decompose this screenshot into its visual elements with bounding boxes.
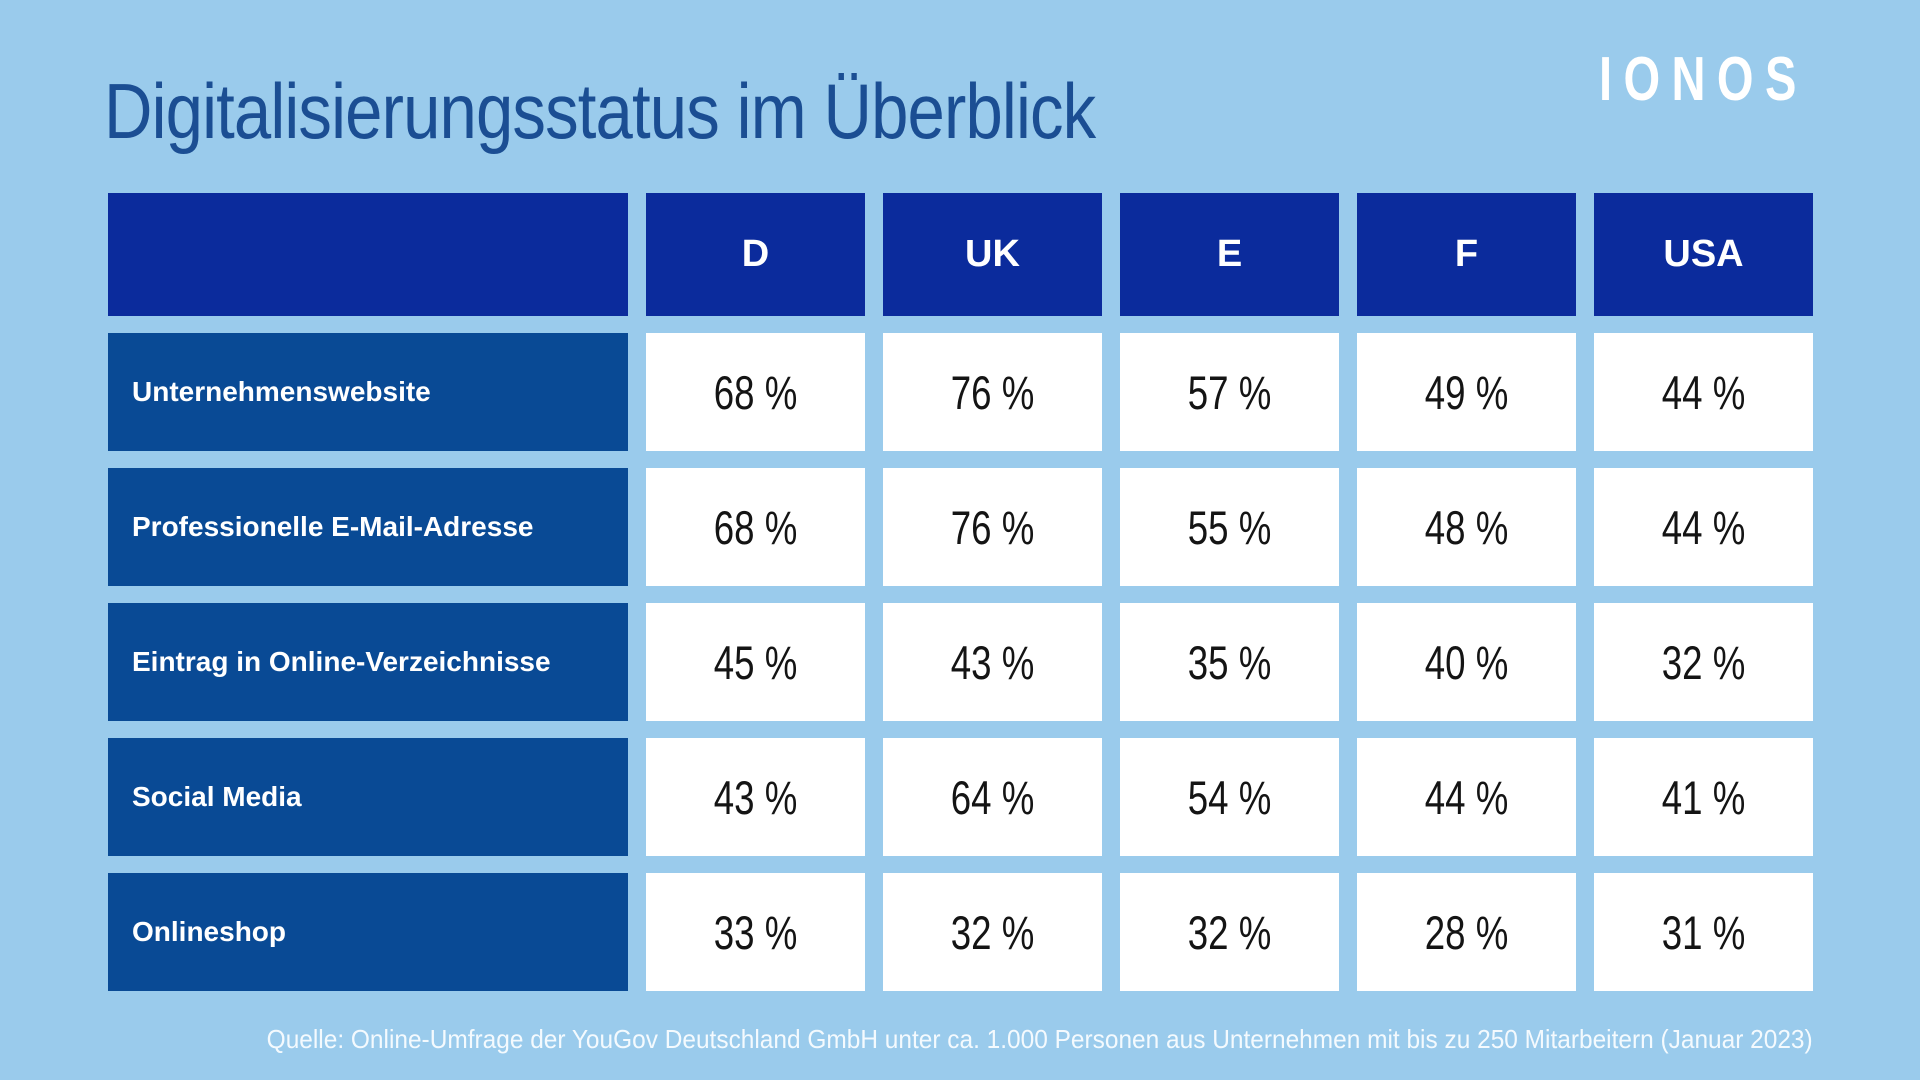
value-text: 68 %: [713, 500, 798, 554]
value-cell: 44 %: [1594, 468, 1813, 586]
value-cell: 43 %: [883, 603, 1102, 721]
value-cell: 32 %: [1120, 873, 1339, 991]
value-text: 49 %: [1424, 365, 1509, 419]
column-header-e: E: [1120, 193, 1339, 316]
value-cell: 49 %: [1357, 333, 1576, 451]
value-cell: 54 %: [1120, 738, 1339, 856]
value-text: 32 %: [950, 905, 1035, 959]
value-cell: 31 %: [1594, 873, 1813, 991]
value-text: 33 %: [713, 905, 798, 959]
value-text: 44 %: [1424, 770, 1509, 824]
value-text: 44 %: [1661, 500, 1746, 554]
value-text: 32 %: [1661, 635, 1746, 689]
value-text: 28 %: [1424, 905, 1509, 959]
value-cell: 64 %: [883, 738, 1102, 856]
value-text: 76 %: [950, 365, 1035, 419]
value-text: 35 %: [1187, 635, 1272, 689]
value-cell: 68 %: [646, 333, 865, 451]
row-label-eintrag-in-online-verzeichnisse: Eintrag in Online-Verzeichnisse: [108, 603, 628, 721]
value-cell: 76 %: [883, 333, 1102, 451]
value-cell: 32 %: [1594, 603, 1813, 721]
value-text: 40 %: [1424, 635, 1509, 689]
value-text: 43 %: [713, 770, 798, 824]
value-cell: 33 %: [646, 873, 865, 991]
value-cell: 57 %: [1120, 333, 1339, 451]
value-text: 44 %: [1661, 365, 1746, 419]
value-cell: 68 %: [646, 468, 865, 586]
row-label-onlineshop: Onlineshop: [108, 873, 628, 991]
value-text: 31 %: [1661, 905, 1746, 959]
column-header-uk: UK: [883, 193, 1102, 316]
value-cell: 76 %: [883, 468, 1102, 586]
page-title: Digitalisierungsstatus im Überblick: [104, 67, 1096, 155]
value-text: 32 %: [1187, 905, 1272, 959]
value-text: 57 %: [1187, 365, 1272, 419]
value-cell: 35 %: [1120, 603, 1339, 721]
row-label-unternehmenswebsite: Unternehmenswebsite: [108, 333, 628, 451]
value-cell: 43 %: [646, 738, 865, 856]
value-text: 45 %: [713, 635, 798, 689]
value-cell: 45 %: [646, 603, 865, 721]
ionos-logo: IONOS: [1599, 45, 1808, 114]
value-cell: 44 %: [1357, 738, 1576, 856]
value-cell: 44 %: [1594, 333, 1813, 451]
row-label-professionelle-email-adresse: Professionelle E-Mail-Adresse: [108, 468, 628, 586]
value-text: 41 %: [1661, 770, 1746, 824]
column-header-f: F: [1357, 193, 1576, 316]
value-cell: 28 %: [1357, 873, 1576, 991]
value-text: 48 %: [1424, 500, 1509, 554]
value-text: 76 %: [950, 500, 1035, 554]
value-text: 55 %: [1187, 500, 1272, 554]
digitalization-status-table: D UK E F USA Unternehmenswebsite 68 % 76…: [108, 193, 1813, 991]
corner-cell: [108, 193, 628, 316]
value-text: 68 %: [713, 365, 798, 419]
value-text: 43 %: [950, 635, 1035, 689]
row-label-social-media: Social Media: [108, 738, 628, 856]
value-cell: 40 %: [1357, 603, 1576, 721]
value-text: 54 %: [1187, 770, 1272, 824]
value-cell: 48 %: [1357, 468, 1576, 586]
source-note: Quelle: Online-Umfrage der YouGov Deutsc…: [267, 1024, 1813, 1054]
column-header-usa: USA: [1594, 193, 1813, 316]
column-header-d: D: [646, 193, 865, 316]
value-cell: 55 %: [1120, 468, 1339, 586]
value-cell: 41 %: [1594, 738, 1813, 856]
value-text: 64 %: [950, 770, 1035, 824]
value-cell: 32 %: [883, 873, 1102, 991]
